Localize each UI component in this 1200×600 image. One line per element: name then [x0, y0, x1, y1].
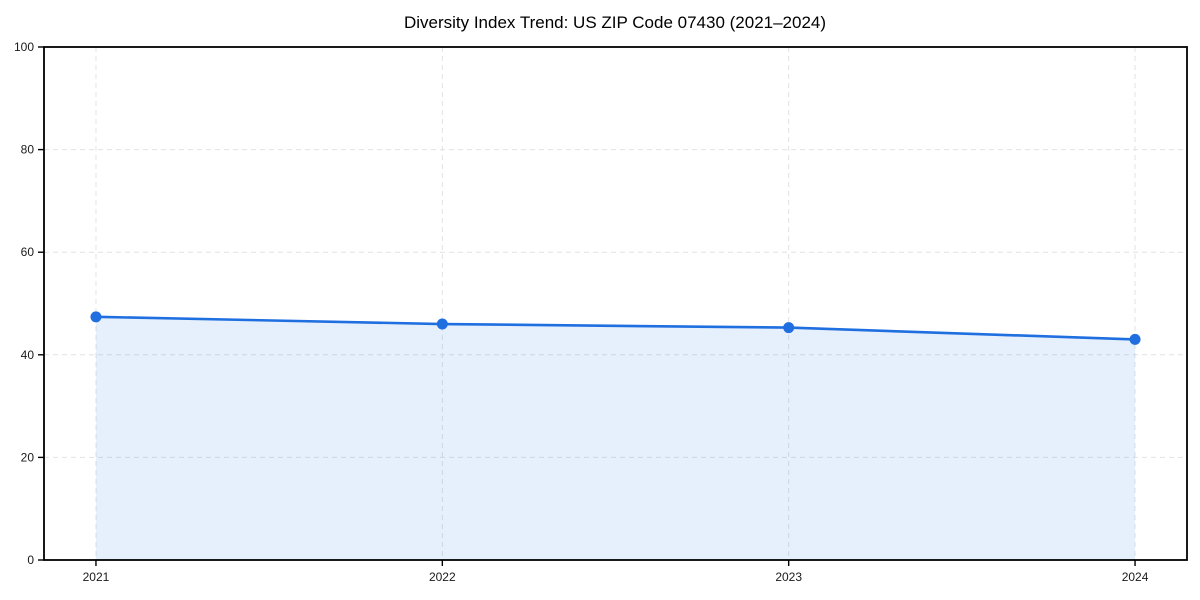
data-point-marker — [436, 318, 448, 330]
y-tick-label: 100 — [14, 40, 34, 54]
series-area-fill — [95, 316, 1136, 560]
trend-line — [94, 315, 1137, 341]
y-tick-label: 80 — [21, 143, 35, 157]
x-tick-label: 2021 — [83, 570, 110, 584]
tick-labels: 0 20 40 60 80 100 2021 2022 2023 2024 — [14, 40, 1149, 584]
y-tick-label: 40 — [21, 348, 35, 362]
y-tick-label: 60 — [21, 245, 35, 259]
data-point-marker — [1129, 333, 1141, 345]
x-tick-label: 2023 — [775, 570, 802, 584]
series-line — [94, 315, 1137, 341]
data-point-marker — [90, 311, 102, 323]
x-tick-label: 2024 — [1122, 570, 1149, 584]
chart-title: Diversity Index Trend: US ZIP Code 07430… — [404, 13, 826, 32]
x-tick-label: 2022 — [429, 570, 456, 584]
area-fill — [95, 316, 1136, 560]
axes-spines — [43, 46, 1188, 561]
plot-border — [43, 46, 1188, 561]
y-tick-label: 0 — [27, 553, 34, 567]
data-points — [90, 311, 1141, 345]
data-point-marker — [783, 322, 795, 334]
y-tick-label: 20 — [21, 450, 35, 464]
